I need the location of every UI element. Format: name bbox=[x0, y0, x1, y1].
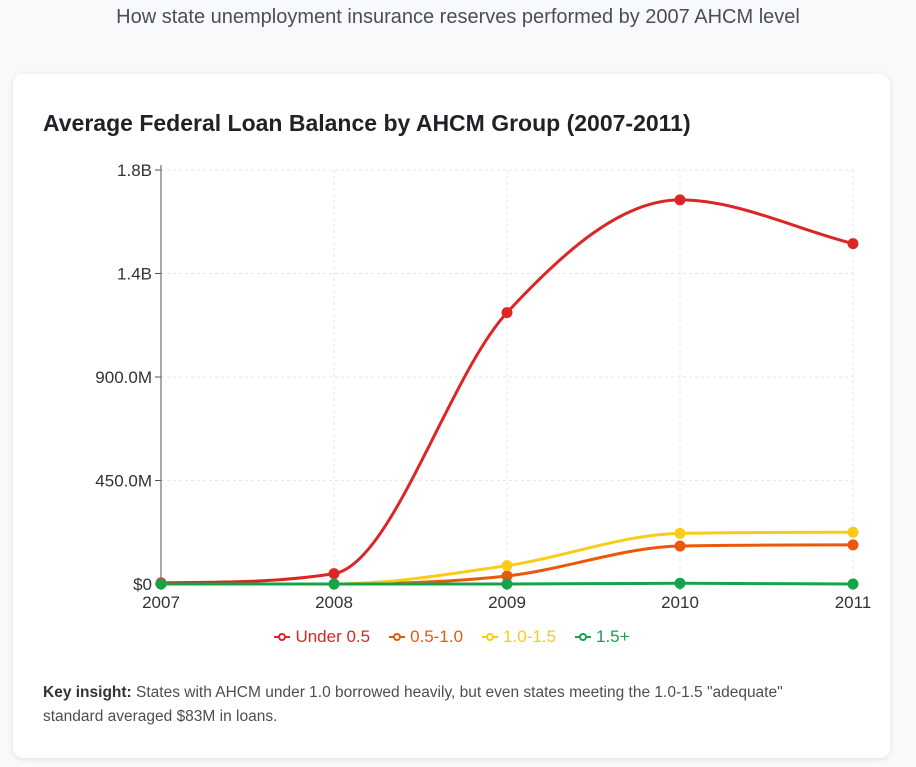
x-tick-label: 2011 bbox=[835, 593, 872, 612]
data-point-1-5- bbox=[674, 577, 686, 589]
data-point-1-5- bbox=[847, 578, 859, 590]
legend-label: 1.0-1.5 bbox=[503, 627, 556, 646]
legend-label: 1.5+ bbox=[595, 627, 630, 646]
x-tick-label: 2009 bbox=[488, 593, 526, 612]
legend-label: Under 0.5 bbox=[295, 627, 371, 646]
page-subtitle: How state unemployment insurance reserve… bbox=[116, 6, 800, 28]
data-point-1-5- bbox=[501, 578, 513, 590]
legend-swatch-icon bbox=[389, 633, 406, 641]
legend-item[interactable]: 1.0-1.5 bbox=[481, 627, 556, 647]
y-tick-label: $0 bbox=[133, 575, 152, 594]
key-insight-text: States with AHCM under 1.0 borrowed heav… bbox=[43, 684, 783, 725]
data-point-1-0-1-5 bbox=[847, 526, 859, 538]
y-tick-label: 1.8B bbox=[117, 161, 152, 180]
grid-lines bbox=[160, 169, 854, 585]
y-tick-label: 450.0M bbox=[95, 472, 152, 491]
data-points bbox=[155, 194, 859, 590]
data-point-under-0-5 bbox=[328, 568, 340, 580]
legend-item[interactable]: Under 0.5 bbox=[273, 627, 370, 647]
x-tick-label: 2008 bbox=[315, 593, 353, 612]
data-point-under-0-5 bbox=[501, 307, 513, 319]
data-point-1-0-1-5 bbox=[674, 527, 686, 539]
x-tick-label: 2007 bbox=[142, 593, 180, 612]
series-line-under-0-5 bbox=[160, 198, 854, 585]
key-insight: Key insight: States with AHCM under 1.0 … bbox=[43, 681, 833, 729]
data-point-0-5-1-0 bbox=[501, 570, 513, 582]
key-insight-label: Key insight: bbox=[43, 684, 132, 701]
data-point-0-5-1-0 bbox=[674, 540, 686, 552]
y-tick-label: 1.4B bbox=[117, 265, 152, 284]
legend-item[interactable]: 1.5+ bbox=[574, 627, 630, 647]
data-point-1-5- bbox=[155, 578, 167, 590]
chart-title: Average Federal Loan Balance by AHCM Gro… bbox=[43, 110, 691, 136]
data-point-under-0-5 bbox=[674, 194, 686, 206]
y-tick-label: 900.0M bbox=[95, 368, 152, 387]
data-point-1-5- bbox=[328, 578, 340, 590]
chart-card: Average Federal Loan Balance by AHCM Gro… bbox=[13, 74, 890, 758]
data-point-1-0-1-5 bbox=[501, 560, 513, 572]
legend-swatch-icon bbox=[482, 633, 499, 641]
chart-legend: Under 0.5 0.5-1.0 1.0-1.5 1.5+ bbox=[13, 627, 890, 647]
legend-swatch-icon bbox=[574, 633, 591, 641]
data-point-under-0-5 bbox=[847, 238, 859, 250]
legend-swatch-icon bbox=[274, 633, 291, 641]
legend-label: 0.5-1.0 bbox=[410, 627, 464, 646]
x-tick-label: 2010 bbox=[661, 593, 699, 612]
legend-item[interactable]: 0.5-1.0 bbox=[388, 627, 463, 647]
axes: $0 450.0M 900.0M 1.4B 1.8B 2007 2008 2009 2010 20… bbox=[95, 161, 871, 612]
data-point-0-5-1-0 bbox=[847, 539, 859, 551]
line-chart: $0 450.0M 900.0M 1.4B 1.8B 2007 2008 2009 2010 20… bbox=[95, 161, 871, 612]
